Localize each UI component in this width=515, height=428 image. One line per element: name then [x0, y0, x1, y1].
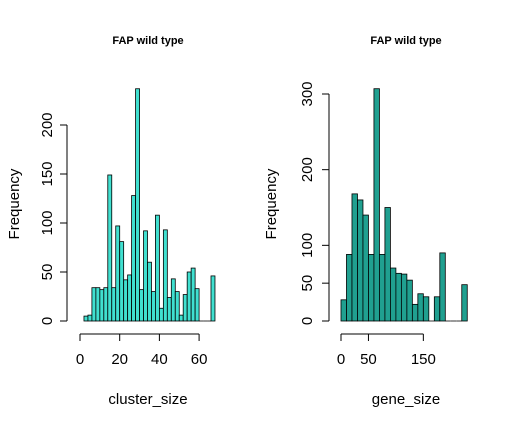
histogram-bar — [461, 284, 468, 322]
histogram-bar — [151, 291, 156, 322]
histogram-bar — [379, 254, 386, 322]
chart-1-x-label: cluster_size — [108, 391, 187, 408]
y-tick-label: 200 — [299, 157, 316, 182]
histogram-bar — [111, 287, 117, 322]
chart-2-y-axis: 0 50 100 200 300 — [299, 81, 330, 325]
histogram-bar — [346, 254, 353, 322]
histogram-bar — [190, 267, 196, 322]
y-tick-label: 150 — [39, 161, 56, 186]
histogram-bar — [174, 291, 180, 322]
chart-2-y-label: Frequency — [263, 168, 280, 239]
histogram-bar — [87, 314, 93, 322]
histogram-bar — [155, 214, 160, 322]
histogram-bar — [166, 297, 172, 322]
y-tick-label: 300 — [299, 81, 316, 106]
y-tick-label: 0 — [299, 317, 316, 325]
histogram-bar — [368, 254, 375, 322]
chart-2-bars — [340, 88, 468, 322]
chart-1-y-label: Frequency — [6, 168, 23, 239]
histogram-bar — [406, 279, 413, 322]
histogram-bar — [417, 293, 424, 322]
chart-1-title: FAP wild type — [112, 35, 183, 47]
histogram-bar — [384, 207, 391, 322]
histogram-bar — [127, 274, 133, 322]
histogram-gene-size: FAP wild type 0 50 100 200 300 0 50 150 gene_s… — [263, 35, 468, 408]
histogram-bar — [194, 288, 200, 322]
histogram-bar — [158, 307, 164, 322]
x-tick-label: 40 — [151, 351, 168, 368]
histogram-bar — [139, 289, 144, 322]
x-tick-label: 0 — [76, 351, 84, 368]
histogram-bar — [178, 314, 184, 322]
histogram-bar — [95, 287, 101, 322]
histogram-bar — [351, 193, 358, 322]
x-tick-label: 150 — [411, 351, 436, 368]
histogram-bar — [395, 272, 402, 322]
histogram-bar — [400, 273, 408, 322]
y-tick-label: 50 — [299, 275, 316, 292]
histogram-bar — [210, 275, 216, 322]
chart-1-x-axis: 0 20 40 60 — [76, 333, 208, 368]
histogram-bar — [439, 252, 446, 322]
chart-1-y-axis: 0 50 100 150 200 — [39, 112, 68, 325]
histogram-bar — [170, 278, 176, 322]
histogram-bar — [119, 241, 125, 322]
histogram-bar — [182, 294, 188, 322]
x-tick-label: 50 — [360, 351, 377, 368]
histogram-bar — [103, 287, 109, 322]
histogram-bar — [411, 303, 419, 322]
histogram-bar — [390, 267, 397, 322]
chart-2-title: FAP wild type — [370, 35, 441, 47]
histogram-bar — [131, 195, 136, 322]
chart-1-bars — [83, 88, 216, 322]
y-tick-label: 200 — [39, 112, 56, 137]
histogram-bar — [123, 279, 129, 322]
histogram-bar — [83, 315, 89, 322]
histogram-bar — [91, 287, 97, 322]
histogram-bar — [186, 271, 192, 322]
histogram-bar — [135, 88, 140, 322]
histogram-bar — [340, 299, 347, 322]
y-tick-label: 100 — [39, 210, 56, 235]
histogram-bar — [107, 174, 113, 322]
chart-2-x-label: gene_size — [372, 391, 440, 408]
histogram-bar — [422, 296, 430, 322]
histogram-bar — [115, 225, 121, 322]
x-tick-label: 60 — [191, 351, 208, 368]
histogram-cluster-size: FAP wild type 0 50 100 150 200 0 20 40 60 clust… — [6, 35, 216, 408]
histogram-bar — [357, 199, 364, 322]
histogram-bar — [143, 230, 148, 322]
histogram-bar — [362, 214, 369, 322]
histogram-bar — [162, 229, 168, 322]
histogram-bar — [147, 261, 152, 322]
x-tick-label: 20 — [111, 351, 128, 368]
histogram-bar — [433, 296, 441, 322]
y-tick-label: 50 — [39, 264, 56, 281]
histogram-bar — [99, 289, 105, 322]
chart-2-x-axis: 0 50 150 — [337, 333, 436, 368]
histogram-bar — [373, 88, 380, 322]
y-tick-label: 100 — [299, 233, 316, 258]
x-tick-label: 0 — [337, 351, 345, 368]
y-tick-label: 0 — [39, 317, 56, 325]
